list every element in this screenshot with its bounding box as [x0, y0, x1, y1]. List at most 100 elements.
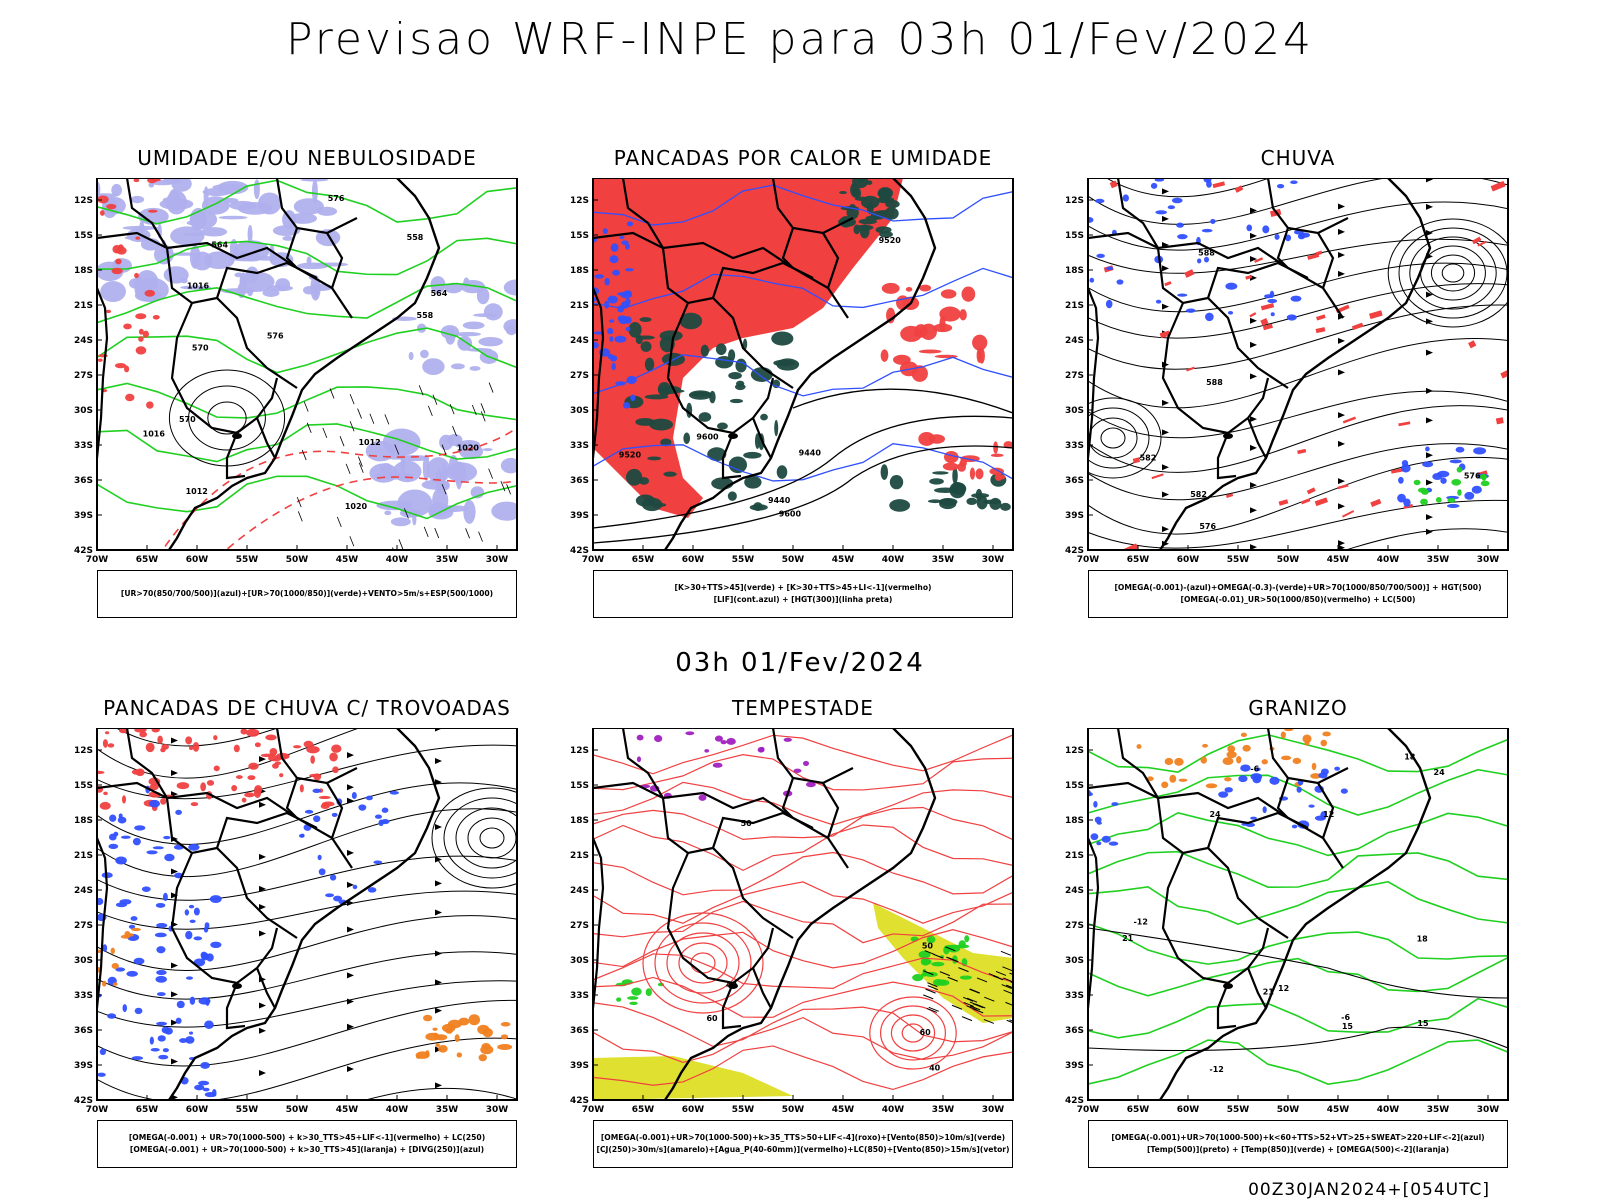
- lat-tick-label: 18S: [1065, 266, 1084, 276]
- panel-title-chuva: CHUVA: [1260, 146, 1336, 170]
- contour-label: 1012: [186, 487, 208, 496]
- lat-tick-label: 18S: [570, 266, 589, 276]
- contour-label: 18: [1417, 935, 1429, 944]
- lat-tick-label: 24S: [1065, 336, 1084, 346]
- contour-label: 558: [407, 233, 424, 242]
- lat-tick-label: 24S: [1065, 886, 1084, 896]
- lat-tick-label: 15S: [570, 781, 589, 791]
- lat-tick-label: 24S: [74, 886, 93, 896]
- contour-label: 15: [1417, 1019, 1429, 1028]
- lat-tick-label: 21S: [74, 851, 93, 861]
- lat-tick-label: 15S: [1065, 781, 1084, 791]
- lon-tick-label: 55W: [732, 555, 755, 565]
- lat-tick-label: 42S: [570, 546, 589, 556]
- lat-tick-label: 36S: [74, 476, 93, 486]
- lat-tick-label: 15S: [1065, 231, 1084, 241]
- panel-title-pancadas-de-chuva-c-trovoadas: PANCADAS DE CHUVA C/ TROVOADAS: [103, 696, 511, 720]
- lon-tick-label: 40W: [386, 555, 409, 565]
- lat-tick-label: 39S: [570, 511, 589, 521]
- lon-tick-label: 30W: [982, 555, 1005, 565]
- lat-tick-label: 21S: [570, 851, 589, 861]
- lon-tick-label: 35W: [436, 1105, 459, 1115]
- lon-tick-label: 45W: [336, 555, 359, 565]
- lon-tick-label: 70W: [582, 555, 605, 565]
- lat-tick-label: 33S: [570, 441, 589, 451]
- contour-label: 564: [431, 289, 448, 298]
- lon-tick-label: 30W: [982, 1105, 1005, 1115]
- lat-tick-label: 36S: [1065, 476, 1084, 486]
- lon-tick-label: 40W: [1377, 555, 1400, 565]
- contour-label: 1016: [143, 430, 166, 439]
- lat-tick-label: 27S: [570, 921, 589, 931]
- panel-title-granizo: GRANIZO: [1248, 696, 1348, 720]
- legend-line: [UR>70(850/700/500)](azul)+[UR>70(1000/8…: [120, 589, 494, 598]
- lat-tick-label: 18S: [570, 816, 589, 826]
- map-granizo: -6 -6 18 18 15 15 -12 -12 21 21 24 24 12 12 12S 15S 18S 2…: [1065, 728, 1509, 1115]
- lon-tick-label: 55W: [236, 1105, 259, 1115]
- contour-label: -12: [1209, 1065, 1223, 1074]
- lon-tick-label: 45W: [832, 1105, 855, 1115]
- lon-tick-label: 60W: [186, 1105, 209, 1115]
- lon-tick-label: 70W: [86, 555, 109, 565]
- legend-chuva: [OMEGA(-0.001)-(azul)+OMEGA(-0.3)-(verde…: [1088, 570, 1508, 618]
- lon-tick-label: 70W: [86, 1105, 109, 1115]
- lon-tick-label: 60W: [1177, 1105, 1200, 1115]
- contour-label: 9440: [799, 449, 822, 458]
- contour-label: 15: [1342, 1022, 1354, 1031]
- legend-line: [OMEGA(-0.01)_UR>50(1000/850)(vermelho) …: [1180, 595, 1416, 604]
- lon-tick-label: 50W: [286, 555, 309, 565]
- lon-tick-label: 30W: [486, 1105, 509, 1115]
- lon-tick-label: 70W: [582, 1105, 605, 1115]
- lat-tick-label: 21S: [570, 301, 589, 311]
- lat-tick-label: 21S: [1065, 851, 1084, 861]
- lat-tick-label: 42S: [74, 546, 93, 556]
- lat-tick-label: 21S: [1065, 301, 1084, 311]
- lat-tick-label: 30S: [1065, 406, 1084, 416]
- lat-tick-label: 39S: [74, 1061, 93, 1071]
- legend-line: [CJ(250)>30m/s](amarelo)+[Agua_P(40-60mm…: [596, 1145, 1010, 1154]
- lon-tick-label: 35W: [1427, 555, 1450, 565]
- legend-line: [K>30+TTS>45](verde) + [K>30+TTS>45+LI<-…: [674, 583, 932, 592]
- lat-tick-label: 33S: [74, 441, 93, 451]
- lon-tick-label: 30W: [1477, 1105, 1500, 1115]
- legend-line: [OMEGA(-0.001) + UR>70(1000-500) + k>30_…: [128, 1133, 486, 1142]
- legend-line: [Temp(500)](preto) + [Temp(850)](verde) …: [1146, 1145, 1450, 1154]
- contour-label: -6: [1341, 1013, 1350, 1022]
- contour-label: 588: [1198, 249, 1215, 258]
- lon-tick-label: 40W: [386, 1105, 409, 1115]
- lat-tick-label: 15S: [570, 231, 589, 241]
- contour-label: 50: [922, 941, 934, 950]
- legend-granizo: [OMEGA(-0.001)+UR>70(1000-500)+k<60+TTS>…: [1088, 1120, 1508, 1168]
- lat-tick-label: 12S: [570, 196, 589, 206]
- contour-label: 9440: [768, 496, 791, 505]
- contour-label: 9520: [619, 451, 642, 460]
- contour-label: 1016: [187, 282, 210, 291]
- lon-tick-label: 40W: [882, 555, 905, 565]
- contour-label: 1020: [457, 443, 480, 452]
- contour-label: 40: [726, 980, 738, 989]
- lat-tick-label: 21S: [74, 301, 93, 311]
- lat-tick-label: 39S: [570, 1061, 589, 1071]
- lon-tick-label: 65W: [136, 1105, 159, 1115]
- lat-tick-label: 27S: [570, 371, 589, 381]
- lon-tick-label: 50W: [286, 1105, 309, 1115]
- lat-tick-label: 30S: [570, 956, 589, 966]
- legend-tempestade: [OMEGA(-0.001)+UR>70(1000-500)+k>35_TTS>…: [593, 1120, 1013, 1168]
- contour-label: 60: [920, 1028, 932, 1037]
- lon-tick-label: 55W: [236, 555, 259, 565]
- lat-tick-label: 36S: [570, 476, 589, 486]
- lat-tick-label: 36S: [570, 1026, 589, 1036]
- lat-tick-label: 18S: [74, 266, 93, 276]
- lat-tick-label: 12S: [1065, 746, 1084, 756]
- lat-tick-label: 27S: [74, 371, 93, 381]
- lon-tick-label: 60W: [682, 1105, 705, 1115]
- contour-label: 60: [706, 1014, 718, 1023]
- forecast-time-subtitle: 03h 01/Fev/2024: [675, 648, 925, 678]
- lon-tick-label: 70W: [1077, 555, 1100, 565]
- lon-tick-label: 30W: [486, 555, 509, 565]
- lon-tick-label: 45W: [832, 555, 855, 565]
- lon-tick-label: 65W: [1127, 1105, 1150, 1115]
- lon-tick-label: 35W: [436, 555, 459, 565]
- lon-tick-label: 45W: [336, 1105, 359, 1115]
